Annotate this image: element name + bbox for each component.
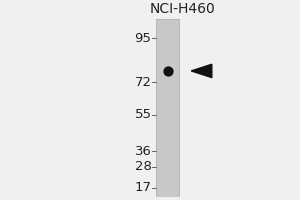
Text: NCI-H460: NCI-H460 — [149, 2, 215, 16]
Text: 17: 17 — [134, 181, 152, 194]
Text: 28: 28 — [135, 160, 152, 173]
Bar — [156, 19, 179, 197]
Text: 36: 36 — [135, 145, 152, 158]
Text: 72: 72 — [134, 76, 152, 89]
Point — [165, 69, 170, 73]
Text: 95: 95 — [135, 32, 152, 45]
Text: 55: 55 — [134, 108, 152, 121]
Polygon shape — [191, 64, 212, 78]
